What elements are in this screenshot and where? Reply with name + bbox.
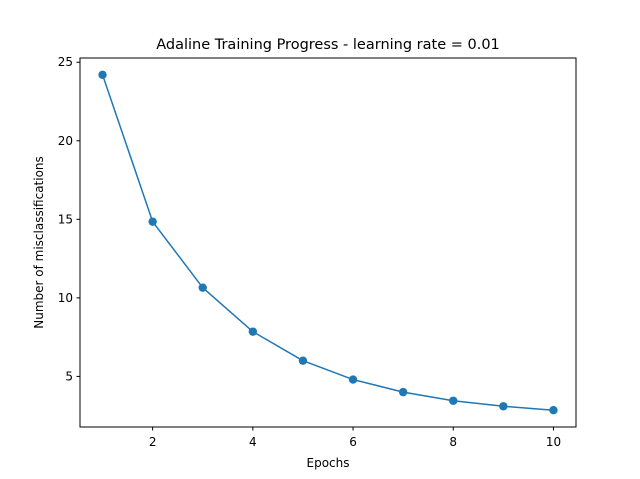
data-point xyxy=(549,405,558,415)
data-point xyxy=(449,396,458,405)
data-point xyxy=(398,387,408,397)
y-tick-label: 10 xyxy=(58,291,73,305)
plot-frame xyxy=(79,57,577,428)
data-point xyxy=(499,402,508,411)
y-tick-label: 20 xyxy=(58,134,73,148)
series-layer xyxy=(98,70,558,415)
y-tick-label: 25 xyxy=(58,55,73,69)
data-point xyxy=(348,375,358,384)
y-tick-label: 5 xyxy=(65,369,73,383)
x-tick-label: 8 xyxy=(449,435,457,449)
data-point xyxy=(298,356,308,365)
x-tick-label: 10 xyxy=(546,435,561,449)
y-axis-ticks: 5 10 15 20 25 xyxy=(58,55,80,383)
x-axis-label: Epochs xyxy=(307,456,350,470)
data-point xyxy=(198,283,207,292)
y-axis-label: Number of misclassifications xyxy=(32,156,46,329)
x-tick-label: 2 xyxy=(149,435,157,449)
x-tick-label: 4 xyxy=(249,435,257,449)
data-point xyxy=(98,70,107,80)
x-axis-ticks: 2 4 6 8 10 xyxy=(149,427,561,449)
data-point xyxy=(248,327,258,336)
chart-title: Adaline Training Progress - learning rat… xyxy=(156,37,500,53)
y-tick-label: 15 xyxy=(58,212,73,226)
x-tick-label: 6 xyxy=(349,435,357,449)
data-point xyxy=(148,217,157,226)
series-line xyxy=(101,74,554,411)
